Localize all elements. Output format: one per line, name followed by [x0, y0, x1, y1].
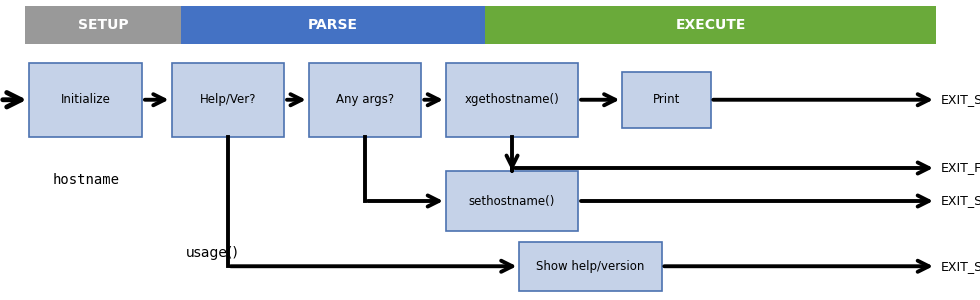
FancyBboxPatch shape: [24, 6, 181, 43]
Text: hostname: hostname: [53, 173, 120, 187]
Text: SETUP: SETUP: [77, 18, 128, 32]
Text: xgethostname(): xgethostname(): [465, 93, 560, 106]
FancyBboxPatch shape: [29, 63, 142, 136]
FancyBboxPatch shape: [485, 6, 936, 43]
Text: sethostname(): sethostname(): [468, 194, 556, 208]
FancyBboxPatch shape: [519, 242, 662, 291]
Text: EXIT_SUCCESS: EXIT_SUCCESS: [941, 194, 980, 208]
Text: Show help/version: Show help/version: [536, 260, 645, 273]
FancyBboxPatch shape: [446, 63, 578, 136]
Text: EXIT_SUCCESS: EXIT_SUCCESS: [941, 93, 980, 106]
Text: EXIT_SUCCESS: EXIT_SUCCESS: [941, 260, 980, 273]
Text: PARSE: PARSE: [308, 18, 359, 32]
FancyBboxPatch shape: [172, 63, 284, 136]
FancyBboxPatch shape: [622, 72, 710, 128]
FancyBboxPatch shape: [309, 63, 421, 136]
Text: Any args?: Any args?: [336, 93, 394, 106]
Text: usage(): usage(): [186, 247, 239, 260]
Text: EXECUTE: EXECUTE: [675, 18, 746, 32]
FancyBboxPatch shape: [181, 6, 485, 43]
Text: EXIT_FAILURE: EXIT_FAILURE: [941, 161, 980, 175]
Text: Initialize: Initialize: [61, 93, 111, 106]
Text: Help/Ver?: Help/Ver?: [200, 93, 256, 106]
FancyBboxPatch shape: [446, 171, 578, 231]
Text: Print: Print: [653, 93, 680, 106]
